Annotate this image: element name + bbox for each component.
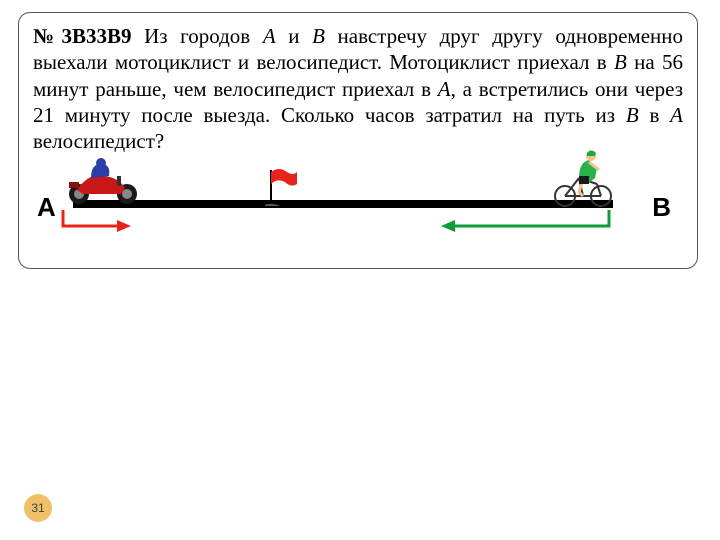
city-a-3: A	[670, 103, 683, 127]
city-b-1: B	[312, 24, 325, 48]
city-a-1: A	[263, 24, 276, 48]
diagram: А В	[33, 160, 683, 240]
text-5: в	[639, 103, 671, 127]
arrow-b-icon	[433, 208, 613, 236]
road	[73, 200, 613, 208]
arrow-a-icon	[59, 208, 139, 236]
problem-card: №3В33В9 Из городов A и B навстречу друг …	[18, 12, 698, 269]
page-number-badge: 31	[24, 494, 52, 522]
city-b-3: B	[626, 103, 639, 127]
text-0: Из городов	[131, 24, 262, 48]
page-number: 31	[31, 501, 44, 515]
text-6: велосипедист?	[33, 129, 164, 153]
text-1: и	[276, 24, 312, 48]
city-b-2: B	[614, 50, 627, 74]
flag-icon	[265, 166, 299, 206]
cyclist-icon	[549, 148, 619, 208]
city-a-2: A	[438, 77, 451, 101]
label-b: В	[652, 192, 671, 223]
label-a: А	[37, 192, 56, 223]
problem-text: №3В33В9 Из городов A и B навстречу друг …	[33, 23, 683, 154]
motorcycle-icon	[61, 154, 147, 206]
problem-id: №3В33В9	[33, 24, 131, 48]
